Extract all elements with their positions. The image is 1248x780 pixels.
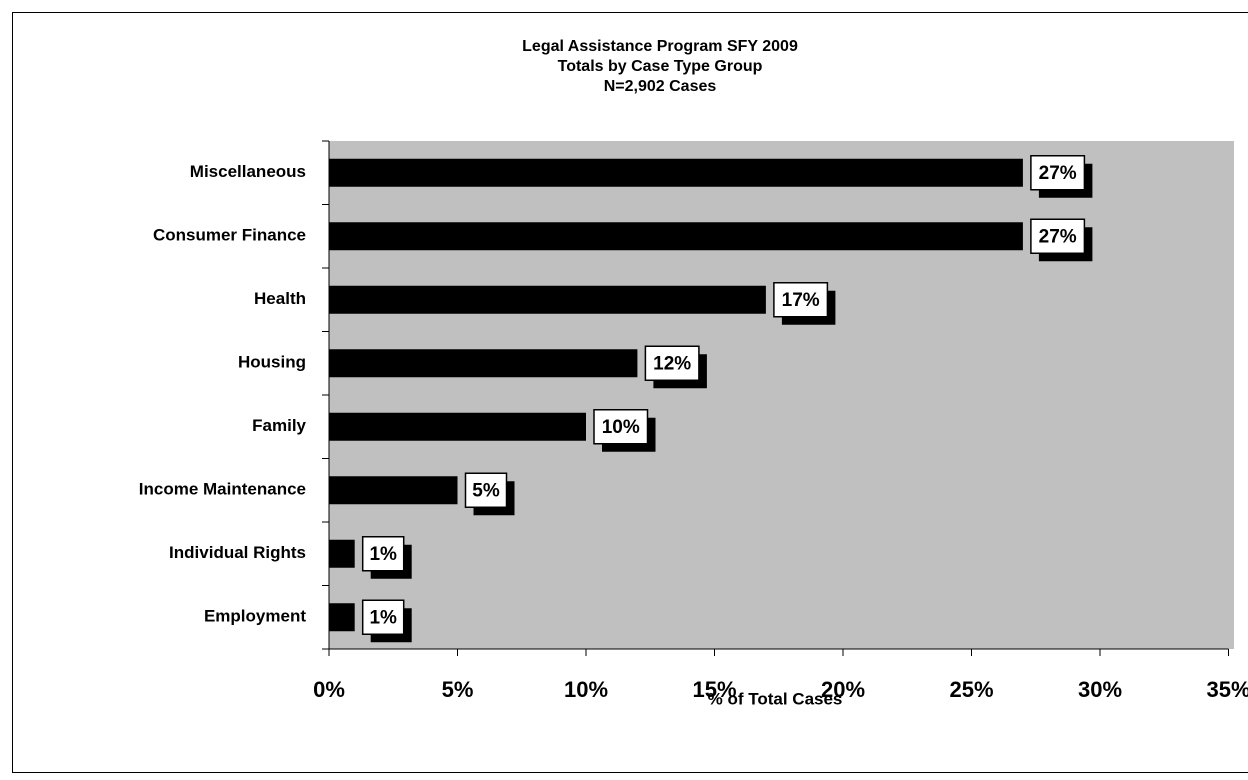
y-tick-label: Miscellaneous [190,162,306,181]
bar [329,349,638,378]
value-label-box [1030,155,1086,191]
x-tick-label: 30% [1078,677,1122,702]
value-label: 17% [782,290,820,311]
value-label: 1% [369,607,397,628]
x-tick-label: 10% [564,677,608,702]
value-label-box [644,345,700,381]
y-tick-label: Income Maintenance [139,480,306,499]
x-tick-label: 15% [692,677,736,702]
bar [329,539,355,568]
x-tick-label: 25% [949,677,993,702]
value-label-box [464,472,508,508]
value-label: 12% [653,353,691,374]
value-label: 10% [602,417,640,438]
chart-title: N=2,902 Cases [604,78,717,95]
y-tick-label: Consumer Finance [153,226,306,245]
y-tick-label: Individual Rights [169,543,306,562]
x-tick-label: 0% [313,677,345,702]
x-tick-label: 5% [442,677,474,702]
y-tick-label: Health [254,289,306,308]
value-label: 27% [1039,226,1077,247]
y-tick-label: Family [252,416,306,435]
value-label: 1% [369,544,397,565]
bar [329,285,766,314]
y-tick-label: Employment [204,607,306,626]
plot-area [329,141,1234,649]
value-label-box [361,599,405,635]
x-tick-label: 20% [821,677,865,702]
value-label-box [593,409,649,445]
bar [329,158,1023,187]
value-label: 27% [1039,163,1077,184]
bar [329,603,355,632]
chart-title: Totals by Case Type Group [558,58,763,75]
bar [329,222,1023,251]
x-axis-label: % of Total Cases [708,689,843,708]
value-label-box [773,282,829,318]
chart-title: Legal Assistance Program SFY 2009 [522,38,798,55]
x-tick-label: 35% [1206,677,1248,702]
bar [329,476,458,505]
value-label-box [1030,218,1086,254]
value-label: 5% [472,480,500,501]
value-label-box [361,536,405,572]
y-tick-label: Housing [238,353,306,372]
bar [329,412,586,441]
